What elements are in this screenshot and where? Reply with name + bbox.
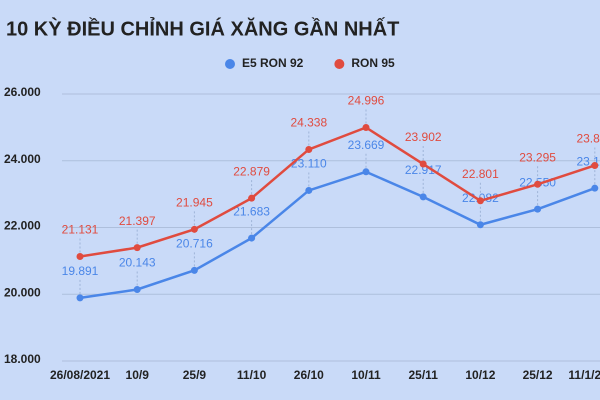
point bbox=[248, 194, 256, 202]
y-tick-label: 22.000 bbox=[4, 219, 41, 233]
point bbox=[76, 294, 84, 302]
data-label: 23.669 bbox=[348, 138, 385, 152]
y-tick-label: 24.000 bbox=[4, 152, 41, 166]
x-tick-label: 25/11 bbox=[409, 368, 439, 382]
point bbox=[133, 244, 141, 252]
series-line bbox=[79, 126, 596, 258]
x-tick-label: 10/12 bbox=[465, 368, 495, 382]
point bbox=[305, 186, 313, 194]
point bbox=[305, 145, 313, 153]
data-label: 21.131 bbox=[62, 223, 99, 237]
x-tick-label: 11/10 bbox=[237, 368, 267, 382]
data-label: 19.891 bbox=[62, 264, 99, 278]
x-tick-label: 10/11 bbox=[351, 368, 381, 382]
point bbox=[419, 193, 427, 201]
data-label: 23.110 bbox=[291, 157, 327, 171]
data-label: 24.996 bbox=[348, 94, 385, 108]
y-tick-label: 18.000 bbox=[4, 352, 41, 366]
x-tick-label: 25/12 bbox=[523, 368, 553, 382]
point bbox=[476, 221, 484, 229]
point bbox=[190, 266, 198, 274]
data-label: 22.879 bbox=[233, 164, 270, 178]
data-label: 22.801 bbox=[462, 167, 499, 181]
legend-label: RON 95 bbox=[351, 56, 395, 70]
chart-title: 10 KỲ ĐIỀU CHỈNH GIÁ XĂNG GẦN NHẤT bbox=[6, 16, 399, 40]
point bbox=[591, 184, 599, 192]
point bbox=[362, 168, 370, 176]
data-label: 24.338 bbox=[290, 116, 327, 130]
data-label: 23.295 bbox=[519, 150, 556, 164]
series-line bbox=[79, 170, 596, 300]
legend-marker bbox=[225, 59, 235, 69]
y-tick-label: 20.000 bbox=[4, 285, 41, 299]
legend-label: E5 RON 92 bbox=[242, 56, 304, 70]
point bbox=[133, 285, 141, 293]
data-label: 20.143 bbox=[119, 256, 156, 270]
point bbox=[534, 205, 542, 213]
data-label: 21.397 bbox=[119, 214, 156, 228]
data-label: 21.945 bbox=[176, 196, 213, 210]
data-label: 23.902 bbox=[405, 130, 442, 144]
point bbox=[534, 180, 542, 188]
legend-marker bbox=[334, 59, 345, 69]
point bbox=[419, 160, 427, 168]
point bbox=[362, 124, 370, 132]
x-tick-label: 10/9 bbox=[126, 368, 150, 382]
data-label: 22.917 bbox=[405, 163, 442, 177]
y-tick-label: 26.000 bbox=[4, 85, 41, 99]
point bbox=[76, 253, 84, 261]
point bbox=[190, 225, 198, 233]
point bbox=[248, 234, 256, 242]
x-tick-label: 25/9 bbox=[183, 368, 207, 382]
x-tick-label: 11/1/2022 bbox=[568, 368, 600, 382]
x-tick-label: 26/08/2021 bbox=[50, 368, 110, 382]
data-label: 20.716 bbox=[176, 237, 213, 251]
data-label: 21.683 bbox=[233, 204, 270, 218]
point bbox=[591, 161, 599, 169]
x-tick-label: 26/10 bbox=[294, 368, 324, 382]
data-label: 23.858 bbox=[576, 132, 600, 146]
point bbox=[476, 197, 484, 205]
